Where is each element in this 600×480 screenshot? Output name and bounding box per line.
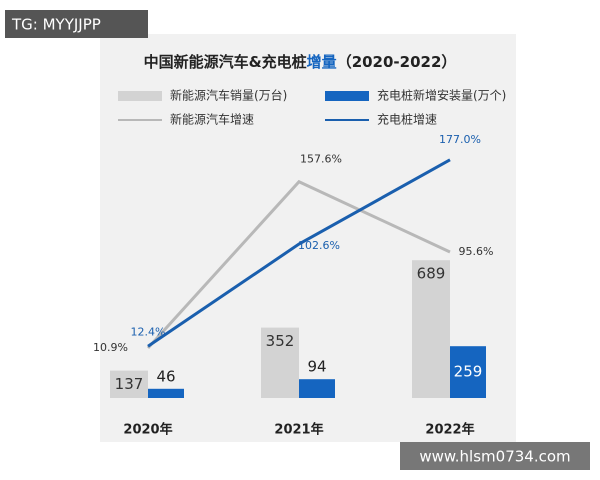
bar-value-label: 259 [454,363,483,381]
plot: 新能源汽车销量(万台) 充电桩新增安装量(万个) 新能源汽车增速 充电桩增速 2020年… [93,88,506,438]
bar [110,370,148,398]
bar [299,379,335,398]
x-tick-label: 2022年 [425,422,474,438]
x-tick-label: 2021年 [274,422,323,438]
legend-label: 充电桩增速 [377,112,437,127]
bar [148,388,184,398]
watermark-box [5,10,148,38]
line-value-label: 95.6% [459,245,494,258]
chart-title: 中国新能源汽车&充电桩增量（2020-2022） [144,53,457,71]
watermark: www.hlsm0734.com [419,448,570,466]
line [147,158,451,348]
line-value-label: 177.0% [439,133,481,146]
line-value-label: 10.9% [93,341,128,354]
title-part: 中国新能源汽车&充电桩 [144,53,307,71]
legend-label: 充电桩新增安装量(万个) [377,88,506,103]
legend-swatch [325,91,369,101]
bar-value-label: 689 [417,265,446,283]
watermark-box [400,442,590,470]
bar-value-label: 46 [156,367,175,385]
line-value-label: 102.6% [298,239,340,252]
x-tick-label: 2020年 [123,422,172,438]
bar [450,346,486,398]
watermark: TG: MYYJJPP [11,16,101,34]
line-value-label: 157.6% [300,153,342,166]
bar-value-label: 137 [115,375,144,393]
title-part: （2020-2022） [337,53,457,71]
line [146,179,451,349]
legend-label: 新能源汽车销量(万台) [170,88,287,103]
bar [261,327,299,398]
bar-value-label: 352 [266,332,295,350]
bar-value-label: 94 [307,358,326,376]
bar [412,260,450,398]
title-highlight: 增量 [307,53,337,71]
line-value-label: 12.4% [131,325,166,338]
legend-swatch [118,91,162,101]
legend-label: 新能源汽车增速 [170,112,254,127]
